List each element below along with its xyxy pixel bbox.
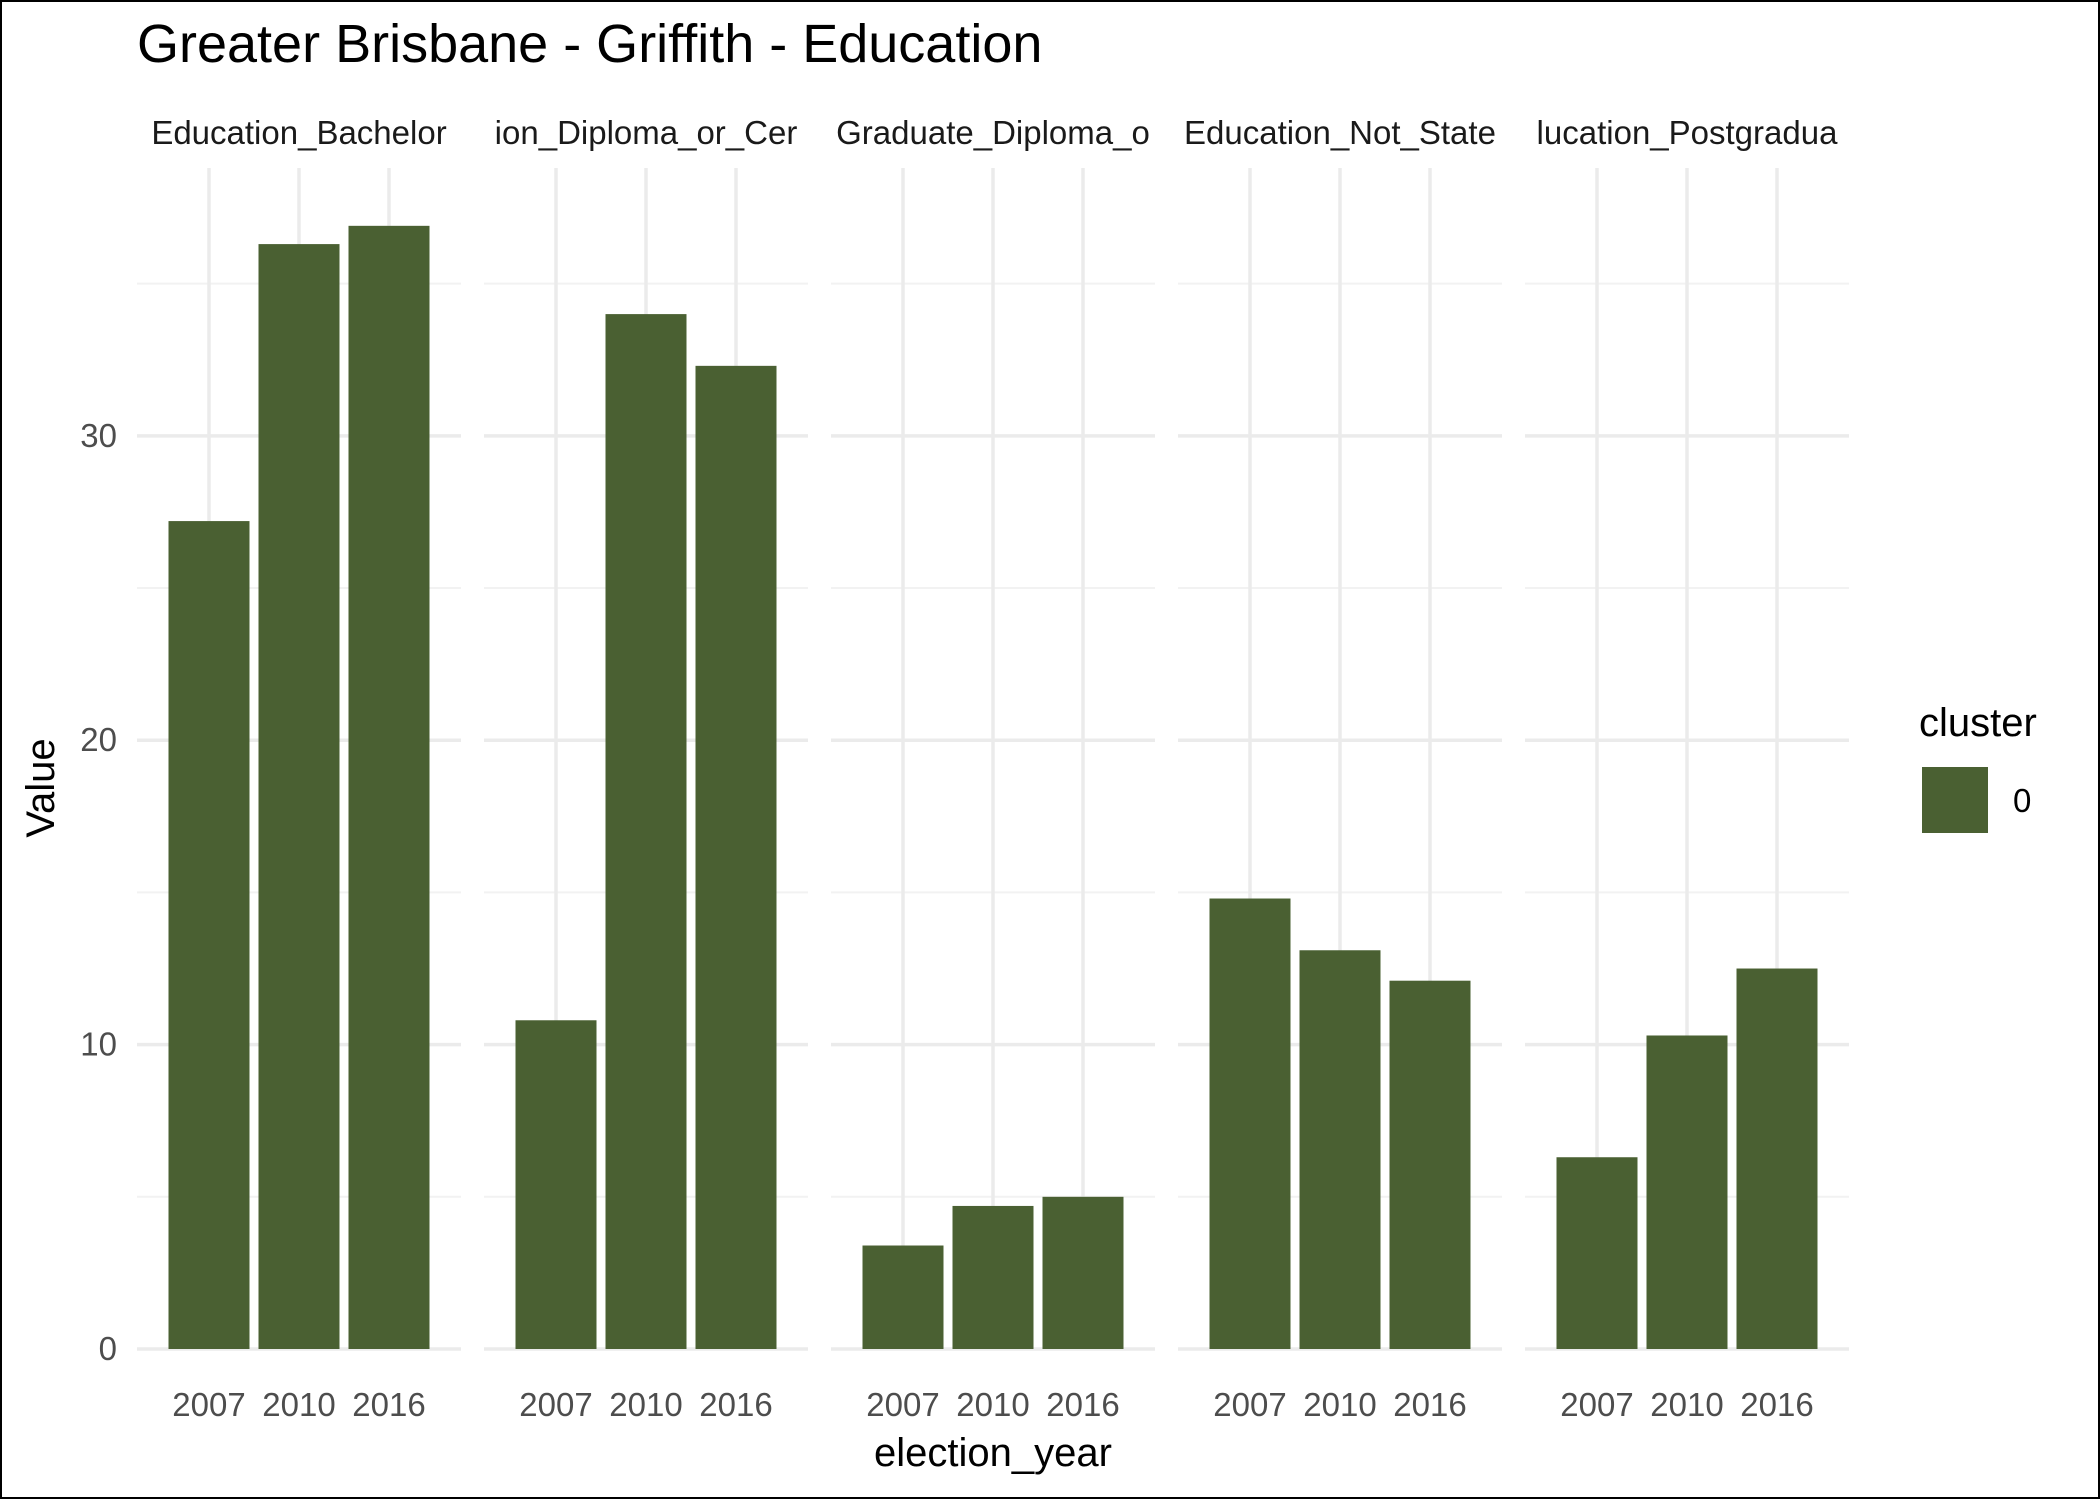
facet-panel: 2007 2010 2016 lucation_Postgradua (1525, 114, 1849, 1423)
x-tick-label: 2016 (1393, 1386, 1466, 1423)
bar-2007 (1209, 898, 1291, 1349)
x-tick-label: 2007 (519, 1386, 592, 1423)
bar-2010 (1299, 950, 1381, 1349)
bar-2007 (1556, 1157, 1638, 1349)
facet-panel: 2007 2010 2016 Education_Bachelor (137, 114, 461, 1423)
facet-strip-label: ion_Diploma_or_Cer (495, 114, 798, 151)
bar-2016 (1736, 968, 1818, 1349)
facet-strip-label: Education_Bachelor (151, 114, 446, 151)
x-tick-label: 2007 (866, 1386, 939, 1423)
x-tick-label: 2010 (262, 1386, 335, 1423)
x-tick-label: 2010 (609, 1386, 682, 1423)
y-tick-label: 30 (80, 417, 117, 454)
x-tick-label: 2010 (956, 1386, 1029, 1423)
bar-2010 (1646, 1035, 1728, 1349)
bar-2016 (695, 365, 777, 1350)
bar-2007 (168, 521, 250, 1349)
facet-panel: 2007 2010 2016 Education_Not_State (1178, 114, 1502, 1423)
x-tick-label: 2007 (1560, 1386, 1633, 1423)
y-axis-title: Value (19, 738, 63, 837)
legend-key-label: 0 (2013, 782, 2031, 819)
y-tick-label: 10 (80, 1026, 117, 1063)
chart-title: Greater Brisbane - Griffith - Education (137, 14, 1042, 74)
y-tick-label: 20 (80, 721, 117, 758)
facet-panel: 2007 2010 2016 Graduate_Diploma_o (831, 114, 1155, 1423)
bar-2010 (952, 1205, 1034, 1349)
y-tick-label: 0 (99, 1330, 117, 1367)
legend: cluster 0 (1919, 701, 2037, 833)
x-axis-title: election_year (874, 1431, 1112, 1475)
bar-2010 (258, 244, 340, 1350)
facet-strip-label: Graduate_Diploma_o (836, 114, 1150, 151)
facet-strip-label: Education_Not_State (1184, 114, 1496, 151)
x-tick-label: 2016 (1046, 1386, 1119, 1423)
x-tick-label: 2010 (1650, 1386, 1723, 1423)
bar-2007 (515, 1020, 597, 1349)
bar-2007 (862, 1245, 944, 1349)
x-tick-label: 2007 (1213, 1386, 1286, 1423)
facet-strip-label: lucation_Postgradua (1537, 114, 1839, 151)
bar-2016 (348, 225, 430, 1349)
bar-2016 (1389, 980, 1471, 1349)
legend-key-swatch (1922, 767, 1988, 833)
x-tick-label: 2016 (1740, 1386, 1813, 1423)
x-tick-label: 2016 (699, 1386, 772, 1423)
facet-panel: 2007 2010 2016 ion_Diploma_or_Cer (484, 114, 808, 1423)
bar-2010 (605, 314, 687, 1350)
legend-title: cluster (1919, 701, 2037, 745)
x-tick-label: 2010 (1303, 1386, 1376, 1423)
bar-2016 (1042, 1196, 1124, 1349)
x-tick-label: 2016 (352, 1386, 425, 1423)
x-tick-label: 2007 (172, 1386, 245, 1423)
